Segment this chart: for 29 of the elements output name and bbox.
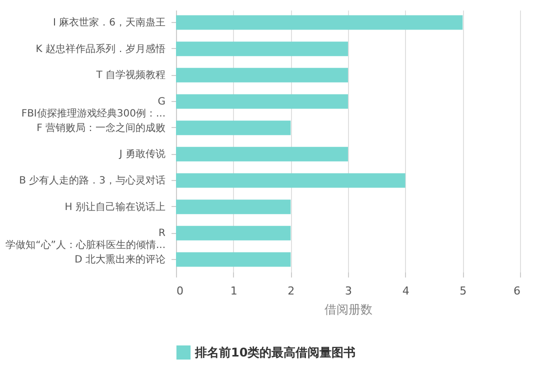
bar [176, 200, 291, 214]
x-tick-label: 5 [460, 284, 467, 298]
bar [176, 173, 406, 188]
y-tick-label: F 营销败局：一念之间的成败 [36, 122, 166, 134]
x-tick-label: 0 [176, 284, 184, 298]
x-axis-title: 借阅册数 [324, 302, 372, 316]
bar [176, 68, 348, 82]
bar [176, 42, 348, 56]
bar [176, 146, 348, 162]
y-tick-label: D 北大熏出来的评论 [74, 253, 166, 266]
y-tick-label: I 麻衣世家．6，天南蛊王 [53, 16, 166, 29]
y-tick-label: G FBI侦探推理游戏经典300例：... [21, 96, 166, 120]
y-tick-label: K 赵忠祥作品系列．岁月感悟 [36, 42, 166, 55]
bar [176, 252, 291, 267]
x-tick-label: 1 [230, 284, 238, 298]
x-tick-label: 3 [345, 284, 352, 298]
legend-label: 排名前10类的最高借阅量图书 [194, 346, 356, 360]
bar [176, 226, 291, 240]
bar [176, 120, 291, 136]
y-tick-label: J 勇敢传说 [118, 148, 166, 160]
y-tick-label: H 别让自己输在说话上 [64, 200, 166, 213]
x-tick-label: 6 [514, 284, 520, 298]
x-tick-label: 4 [402, 284, 410, 298]
x-tick-label: 2 [288, 284, 295, 298]
bar [176, 15, 463, 30]
bar [176, 94, 348, 109]
y-tick-label: R 学做知“心”人：心脏科医生的倾情... [6, 228, 166, 252]
y-tick-label: B 少有人走的路．3，与心灵对话 [19, 174, 166, 186]
y-tick-label: T 自学视频教程 [95, 69, 166, 82]
